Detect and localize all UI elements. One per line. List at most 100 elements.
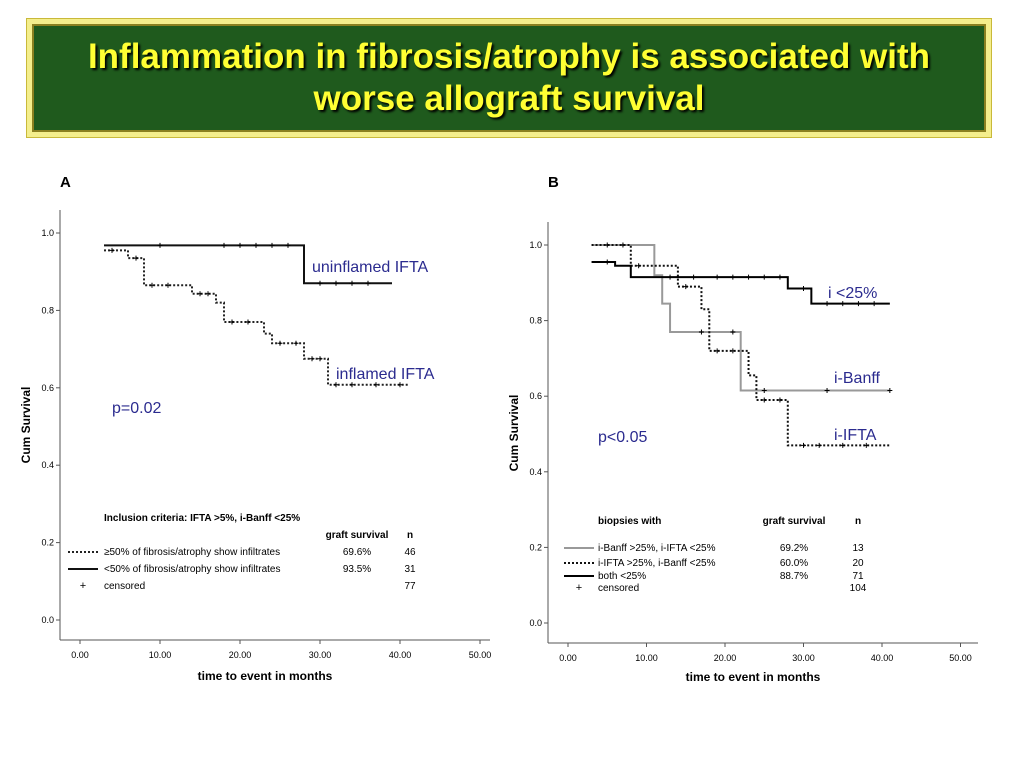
censored-mark bbox=[761, 397, 767, 403]
censored-mark bbox=[855, 301, 861, 307]
censored-mark bbox=[761, 274, 767, 280]
y-tick-label: 0.8 bbox=[41, 305, 54, 315]
legend-title: Inclusion criteria: IFTA >5%, i-Banff <2… bbox=[104, 513, 300, 524]
x-tick-label: 50.00 bbox=[469, 650, 492, 660]
censored-mark bbox=[317, 356, 323, 362]
y-axis-label: Cum Survival bbox=[507, 395, 521, 472]
censored-mark bbox=[667, 274, 673, 280]
legend-survival-header: graft survival bbox=[763, 516, 826, 527]
legend-row-label: ≥50% of fibrosis/atrophy show infiltrate… bbox=[104, 547, 280, 558]
censored-mark bbox=[604, 259, 610, 265]
legend-row-survival: 69.2% bbox=[780, 543, 808, 554]
censored-mark bbox=[761, 388, 767, 394]
censored-mark bbox=[824, 301, 830, 307]
curve-label: i-Banff bbox=[834, 370, 881, 387]
survival-curve-2 bbox=[104, 244, 392, 285]
legend-row-label: <50% of fibrosis/atrophy show infiltrate… bbox=[104, 564, 280, 575]
censored-mark bbox=[157, 242, 163, 248]
y-tick-label: 0.4 bbox=[529, 467, 542, 477]
censored-mark bbox=[840, 301, 846, 307]
legend-censored-symbol: + bbox=[80, 580, 86, 592]
legend-row-n: 46 bbox=[404, 547, 416, 558]
legend-n-header: n bbox=[855, 516, 861, 527]
censored-mark bbox=[373, 382, 379, 388]
y-tick-label: 0.6 bbox=[529, 391, 542, 401]
title-banner-inner: Inflammation in fibrosis/atrophy is asso… bbox=[32, 24, 986, 132]
y-tick-label: 1.0 bbox=[529, 240, 542, 250]
title-banner: Inflammation in fibrosis/atrophy is asso… bbox=[26, 18, 992, 138]
censored-mark bbox=[840, 442, 846, 448]
survival-curve-3 bbox=[591, 261, 890, 305]
panel-b-letter: B bbox=[548, 174, 559, 191]
censored-mark bbox=[149, 282, 155, 288]
x-axis-label: time to event in months bbox=[686, 670, 821, 684]
legend-row-survival: 93.5% bbox=[343, 564, 371, 575]
legend-row-survival: 69.6% bbox=[343, 547, 371, 558]
legend-censored-label: censored bbox=[598, 583, 639, 594]
legend-row-label: both <25% bbox=[598, 571, 646, 582]
censored-mark bbox=[691, 274, 697, 280]
legend-censored-symbol: + bbox=[576, 582, 582, 594]
censored-mark bbox=[730, 348, 736, 354]
x-tick-label: 10.00 bbox=[149, 650, 172, 660]
censored-mark bbox=[683, 284, 689, 290]
y-tick-label: 0.0 bbox=[529, 618, 542, 628]
y-tick-label: 1.0 bbox=[41, 228, 54, 238]
censored-mark bbox=[285, 242, 291, 248]
legend-table: Inclusion criteria: IFTA >5%, i-Banff <2… bbox=[68, 513, 416, 592]
censored-mark bbox=[277, 340, 283, 346]
censored-mark bbox=[333, 280, 339, 286]
p-value-label: p<0.05 bbox=[598, 429, 647, 446]
censored-mark bbox=[253, 242, 259, 248]
y-tick-label: 0.0 bbox=[41, 615, 54, 625]
censored-mark bbox=[237, 242, 243, 248]
legend-censored-n: 77 bbox=[404, 581, 416, 592]
panel-a-letter: A bbox=[60, 174, 71, 191]
curve-label: i-IFTA bbox=[834, 427, 877, 444]
censored-mark bbox=[887, 388, 893, 394]
censored-mark bbox=[349, 280, 355, 286]
legend-row-survival: 60.0% bbox=[780, 558, 808, 569]
censored-mark bbox=[333, 382, 339, 388]
x-tick-label: 0.00 bbox=[559, 653, 577, 663]
legend-row-n: 20 bbox=[852, 558, 864, 569]
y-tick-label: 0.8 bbox=[529, 316, 542, 326]
legend-survival-header: graft survival bbox=[326, 530, 389, 541]
x-tick-label: 30.00 bbox=[792, 653, 815, 663]
censored-mark bbox=[777, 274, 783, 280]
legend-row-n: 13 bbox=[852, 543, 864, 554]
legend-row-survival: 88.7% bbox=[780, 571, 808, 582]
curve-label: inflamed IFTA bbox=[336, 366, 435, 383]
censored-mark bbox=[746, 274, 752, 280]
survival-curve-1 bbox=[591, 244, 890, 392]
legend-row-n: 71 bbox=[852, 571, 864, 582]
p-value-label: p=0.02 bbox=[112, 400, 161, 417]
censored-mark bbox=[714, 274, 720, 280]
censored-mark bbox=[245, 319, 251, 325]
censored-mark bbox=[824, 388, 830, 394]
censored-mark bbox=[730, 329, 736, 335]
legend-row-label: i-Banff >25%, i-IFTA <25% bbox=[598, 543, 716, 554]
censored-mark bbox=[221, 242, 227, 248]
censored-mark bbox=[133, 255, 139, 261]
survival-curve-1 bbox=[104, 249, 408, 386]
censored-mark bbox=[109, 247, 115, 253]
x-axis-label: time to event in months bbox=[198, 669, 333, 683]
legend-censored-n: 104 bbox=[850, 583, 867, 594]
censored-mark bbox=[801, 442, 806, 448]
censored-mark bbox=[197, 291, 203, 297]
censored-mark bbox=[205, 291, 211, 297]
censored-mark bbox=[229, 319, 235, 325]
x-tick-label: 10.00 bbox=[635, 653, 658, 663]
x-tick-label: 30.00 bbox=[309, 650, 332, 660]
x-tick-label: 20.00 bbox=[229, 650, 252, 660]
censored-mark bbox=[269, 242, 275, 248]
slide-title: Inflammation in fibrosis/atrophy is asso… bbox=[87, 37, 931, 118]
chart-panel-a: 0.0 0.2 0.4 0.6 0.8 1.0 0.00 10.00 20.00 30.00 40.… bbox=[19, 210, 491, 683]
censored-mark bbox=[714, 348, 720, 354]
censored-mark bbox=[365, 280, 371, 286]
x-tick-label: 20.00 bbox=[714, 653, 737, 663]
legend-n-header: n bbox=[407, 530, 413, 541]
censored-mark bbox=[730, 274, 736, 280]
